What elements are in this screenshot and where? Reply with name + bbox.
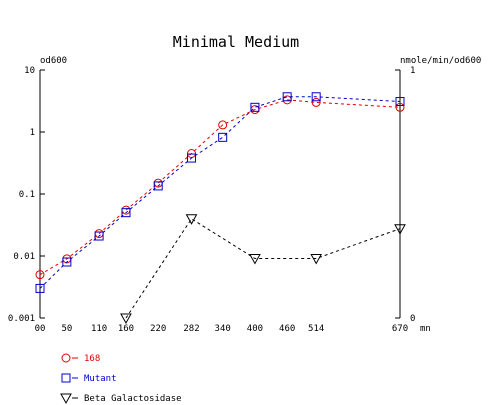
series-group [35, 92, 406, 325]
left-y-axis-ticks: 10 1 0.1 0.01 0.001 [8, 66, 45, 324]
data-point-2 [62, 257, 72, 267]
legend-label: Beta Galactosidase [84, 394, 182, 404]
x-tick-label: 400 [247, 324, 263, 334]
data-point-3 [249, 253, 261, 265]
left-y-tick-label: 0.001 [8, 314, 35, 324]
x-tick-label: 670 [392, 324, 408, 334]
x-tick-label: 220 [150, 324, 166, 334]
data-point-2 [187, 153, 197, 163]
data-point-3 [394, 224, 406, 235]
right-y-tick-label: 1 [410, 66, 415, 76]
data-point-2 [282, 92, 292, 102]
x-tick-label: 50 [61, 324, 72, 334]
legend-marker [61, 373, 71, 383]
left-y-tick-label: 1 [30, 128, 35, 138]
data-point-3 [310, 253, 323, 265]
left-y-tick-label: 0.01 [13, 252, 35, 262]
x-unit-label: mn [420, 324, 431, 334]
x-tick-label: 110 [91, 324, 107, 334]
x-tick-label: 160 [118, 324, 134, 334]
data-point-2 [218, 132, 228, 142]
data-point-2 [153, 181, 163, 191]
data-point-2 [35, 283, 45, 293]
data-point-2 [94, 231, 104, 241]
x-tick-label: 460 [279, 324, 295, 334]
series-line-1 [39, 99, 401, 276]
right-y-axis-ticks: 10 [395, 66, 415, 324]
legend-label: 168 [84, 354, 100, 364]
data-point-3 [120, 313, 132, 325]
data-point-1 [218, 120, 228, 130]
data-point-3 [185, 214, 198, 225]
legend-marker [61, 353, 71, 363]
data-point-2 [311, 92, 321, 102]
x-axis-ticks: 00 50 110 160 220 282 340 400 460 514 670 [35, 324, 409, 334]
chart-title: Minimal Medium [173, 33, 299, 51]
x-tick-label: 282 [183, 324, 199, 334]
right-axis-label: nmole/min/od600 [400, 56, 481, 66]
data-point-2 [250, 102, 260, 112]
x-tick-label: 00 [35, 324, 46, 334]
right-y-tick-label: 0 [410, 314, 415, 324]
legend-label: Mutant [84, 374, 117, 384]
data-point-1 [395, 102, 405, 112]
series-line-2 [39, 96, 401, 289]
left-y-tick-label: 10 [24, 66, 35, 76]
data-point-1 [35, 270, 45, 280]
x-tick-label: 340 [215, 324, 231, 334]
data-point-1 [311, 97, 321, 107]
x-tick-label: 514 [308, 324, 324, 334]
data-point-2 [121, 208, 131, 218]
left-y-tick-label: 0.1 [19, 190, 35, 200]
data-point-2 [395, 97, 405, 107]
legend-marker [60, 393, 72, 405]
legend: 168 Mutant Beta Galactosidase [60, 353, 182, 405]
left-axis-label: od600 [40, 56, 67, 66]
series-line-3 [125, 218, 401, 319]
